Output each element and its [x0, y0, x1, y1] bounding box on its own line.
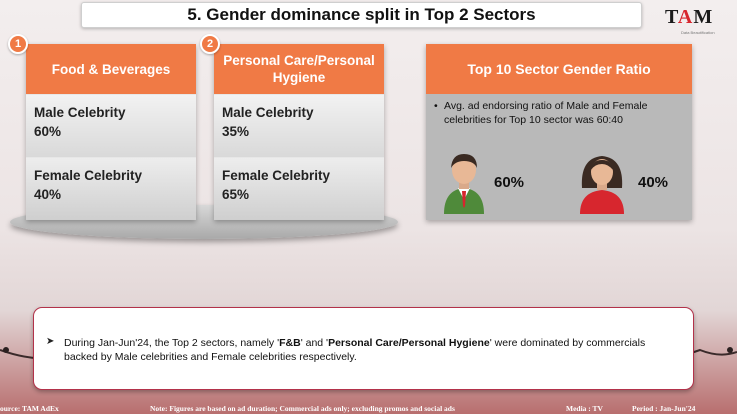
- female-row: Female Celebrity 65%: [214, 157, 384, 220]
- ratio-body: Avg. ad endorsing ratio of Male and Fema…: [426, 94, 692, 132]
- sector-badge-2: 2: [200, 34, 220, 54]
- female-label: Female Celebrity: [222, 168, 331, 183]
- sector-title: Personal Care/Personal Hygiene: [214, 44, 384, 94]
- male-row: Male Celebrity 60%: [26, 94, 196, 157]
- sector-title: Food & Beverages: [26, 44, 196, 94]
- male-percentage: 60%: [494, 174, 525, 191]
- page-title: 5. Gender dominance split in Top 2 Secto…: [187, 5, 536, 24]
- bullet-arrow-icon: ➤: [46, 336, 55, 347]
- ratio-title: Top 10 Sector Gender Ratio: [426, 44, 692, 94]
- source-text: ource: TAM AdEx: [0, 404, 59, 413]
- male-avatar-icon: [444, 154, 484, 214]
- male-row: Male Celebrity 35%: [214, 94, 384, 157]
- female-avatar-icon: [580, 156, 624, 214]
- logo-tagline: Data Beautification: [681, 30, 715, 35]
- male-label: Male Celebrity: [34, 105, 126, 120]
- tam-logo: TAM Data Beautification: [665, 6, 727, 36]
- summary-card: ➤ During Jan-Jun'24, the Top 2 sectors, …: [33, 307, 694, 390]
- male-label: Male Celebrity: [222, 105, 314, 120]
- sector-card-2: Personal Care/Personal Hygiene Male Cele…: [214, 44, 384, 220]
- female-value: 40%: [34, 187, 62, 202]
- female-row: Female Celebrity 40%: [26, 157, 196, 220]
- note-text: Note: Figures are based on ad duration; …: [150, 404, 455, 413]
- footer-bar: ource: TAM AdEx Note: Figures are based …: [0, 403, 737, 414]
- summary-highlight-pc: Personal Care/Personal Hygiene: [328, 337, 490, 349]
- summary-text: During Jan-Jun'24, the Top 2 sectors, na…: [64, 337, 646, 363]
- summary-highlight-fb: F&B: [279, 337, 301, 349]
- male-value: 60%: [34, 124, 62, 139]
- female-value: 65%: [222, 187, 250, 202]
- sector-badge-1: 1: [8, 34, 28, 54]
- title-box: 5. Gender dominance split in Top 2 Secto…: [81, 2, 642, 28]
- ratio-text: Avg. ad endorsing ratio of Male and Fema…: [434, 99, 684, 127]
- female-percentage: 40%: [638, 174, 669, 191]
- sector-card-1: Food & Beverages Male Celebrity 60% Fema…: [26, 44, 196, 220]
- male-value: 35%: [222, 124, 250, 139]
- gender-ratio-card: Top 10 Sector Gender Ratio Avg. ad endor…: [426, 44, 692, 220]
- female-label: Female Celebrity: [34, 168, 143, 183]
- period-text: Period : Jan-Jun'24: [632, 404, 696, 413]
- media-text: Media : TV: [566, 404, 603, 413]
- logo-mark: TAM: [665, 6, 714, 28]
